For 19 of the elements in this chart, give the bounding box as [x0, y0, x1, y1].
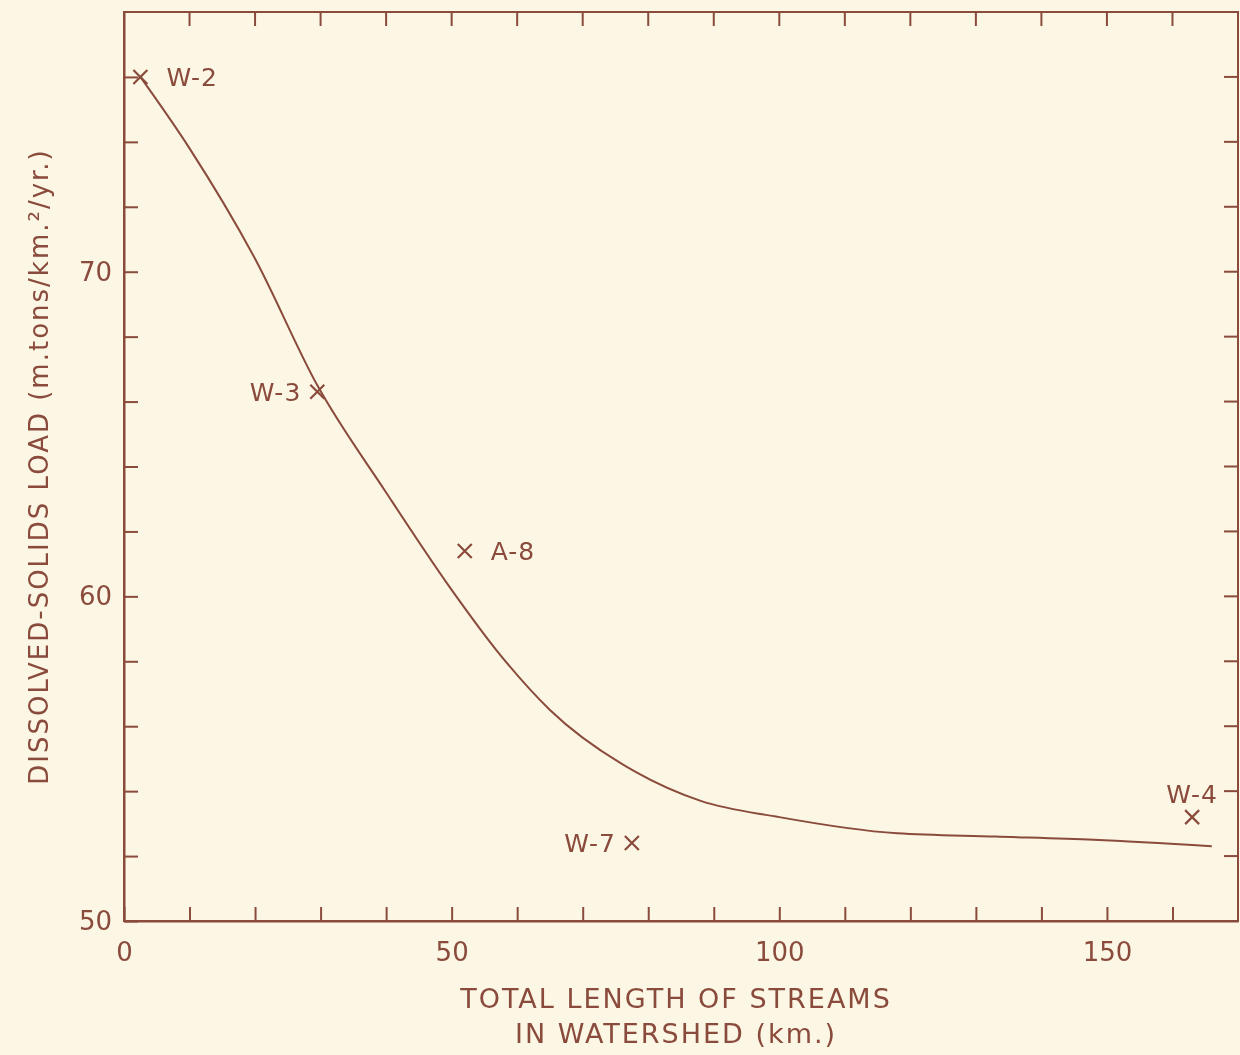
point [456, 542, 473, 560]
y-axis-title: DISSOLVED-SOLIDS LOAD (m.tons/km.²/yr.) [24, 148, 54, 785]
point [1184, 809, 1201, 826]
annotation: W-7 [564, 829, 616, 859]
annotation: W-2 [166, 62, 219, 92]
y-tick-label: 60 [78, 581, 112, 612]
annotation: A-8 [490, 536, 536, 566]
x-tick-label: 0 [116, 937, 133, 968]
x-tick-label: 50 [435, 937, 469, 968]
x-tick-label: 150 [1082, 937, 1133, 968]
x-tick-label: 100 [754, 937, 805, 968]
annotation: W-4 [1166, 780, 1218, 810]
point [132, 68, 149, 86]
x-axis-title: TOTAL LENGTH OF STREAMS IN WATERSHED (km.) [459, 983, 892, 1049]
y-tick-label: 50 [78, 905, 112, 936]
point [623, 834, 640, 852]
y-tick-label: 70 [78, 256, 112, 287]
point [309, 383, 326, 400]
annotation: W-3 [249, 377, 302, 407]
